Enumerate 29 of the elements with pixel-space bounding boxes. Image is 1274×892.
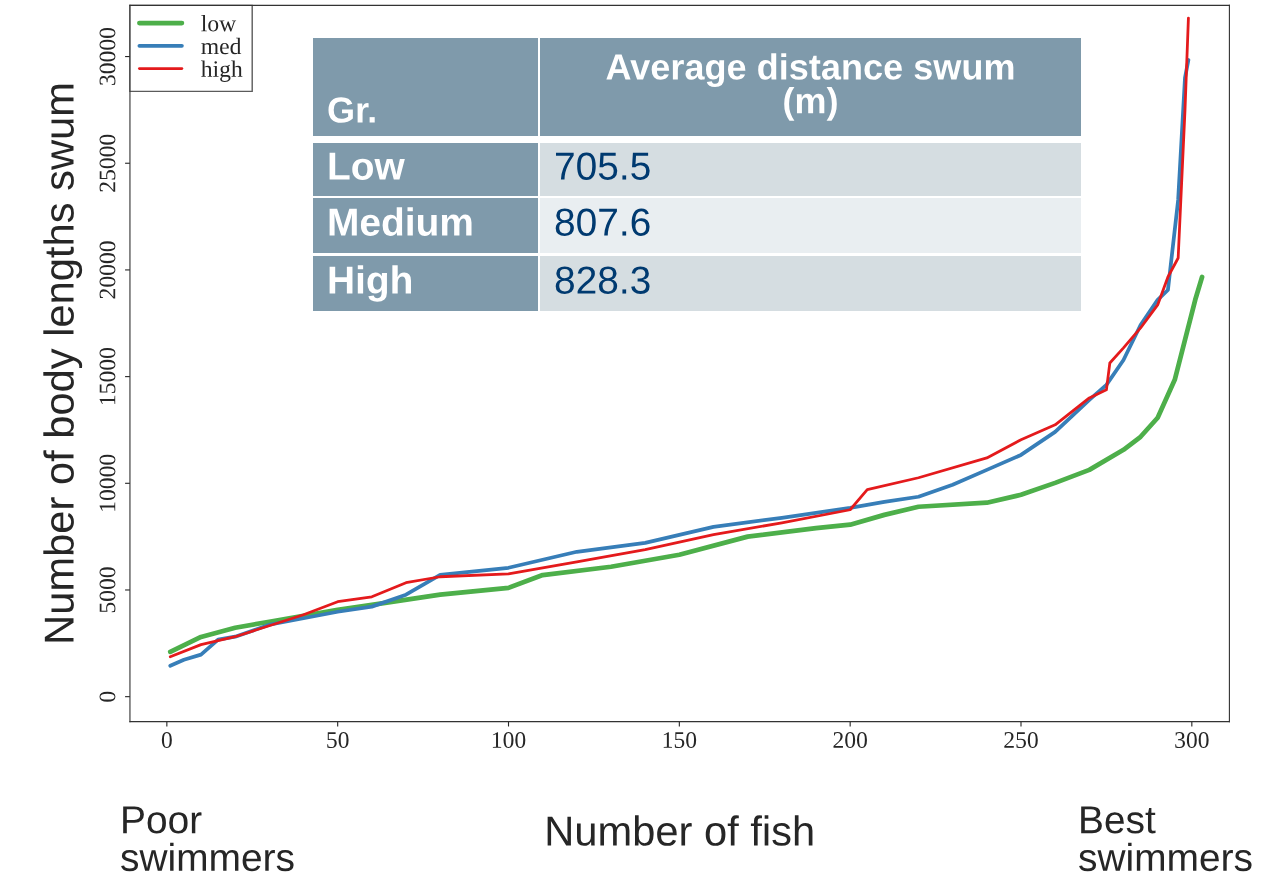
- x-tick-label: 250: [1004, 732, 1038, 748]
- annotation: 807.6: [555, 208, 650, 236]
- annotation: Low: [329, 152, 405, 180]
- x-tick-label: 100: [492, 732, 526, 748]
- x-tick-label: 50: [327, 732, 349, 748]
- y-tick-label: 30000: [99, 27, 116, 85]
- y-tick-label: 25000: [99, 134, 116, 192]
- legend-label: high: [201, 60, 243, 82]
- y-axis-title: Number of body lengths swum: [43, 84, 83, 642]
- x-tick-label: 150: [663, 732, 697, 748]
- y-tick-label: 15000: [99, 348, 116, 405]
- x-tick-label: 300: [1175, 732, 1209, 748]
- y-tick-label: 0: [99, 691, 116, 702]
- annotation: Average distance swum (m): [606, 53, 1014, 121]
- text: Poor swimmers: [121, 806, 294, 872]
- x-tick-label: 200: [833, 732, 867, 748]
- annotation: 828.3: [555, 266, 650, 294]
- y-tick-label: 20000: [99, 241, 116, 299]
- y-tick-label: 5000: [99, 567, 116, 613]
- x-tick-label: 0: [161, 732, 172, 748]
- text: Best swimmers: [1079, 806, 1252, 872]
- legend-label: low: [201, 14, 237, 32]
- annotation: Medium: [329, 207, 472, 236]
- x-axis-title: Number of fish: [547, 815, 813, 846]
- annotation: Gr.: [328, 97, 375, 123]
- annotation: 705.5: [555, 152, 650, 180]
- y-tick-label: 10000: [99, 454, 116, 511]
- legend-label: med: [201, 37, 242, 55]
- annotation: High: [329, 265, 411, 302]
